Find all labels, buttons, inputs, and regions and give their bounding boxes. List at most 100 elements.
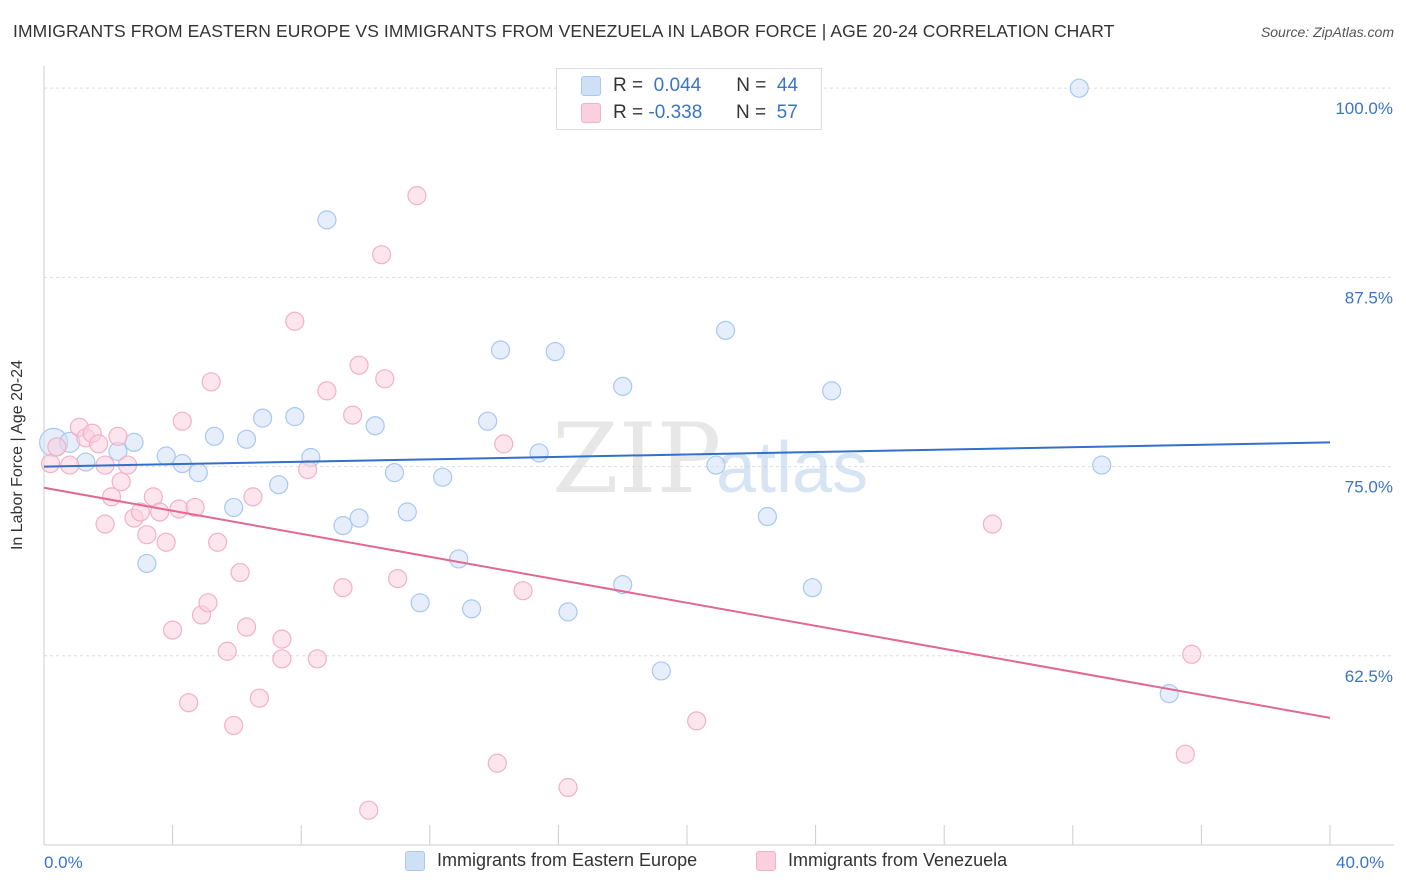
legend-swatch-eastern-europe [405,850,425,871]
axes [43,66,1394,846]
point-eastern-europe [236,429,257,449]
point-venezuela [137,525,157,545]
y-tick-label: 75.0% [1345,478,1393,497]
point-venezuela [172,411,192,431]
point-venezuela [95,514,115,534]
point-venezuela [298,460,318,480]
point-venezuela [272,629,292,649]
point-eastern-europe [715,320,736,340]
gridlines [44,87,1394,657]
point-venezuela [89,434,109,454]
series-eastern-europe-points [39,78,1179,704]
series-venezuela-points [40,186,1202,820]
watermark-atlas: atlas [716,428,868,508]
point-venezuela [243,487,263,507]
point-venezuela [217,641,237,661]
point-eastern-europe [1069,78,1089,98]
point-eastern-europe [253,408,273,428]
point-eastern-europe [490,340,511,360]
point-venezuela [349,355,369,375]
point-venezuela [47,437,67,457]
y-tick-label: 87.5% [1345,288,1393,307]
point-venezuela [224,715,244,736]
point-eastern-europe [333,516,353,536]
point-venezuela [201,372,221,392]
r-label: R = [613,75,644,96]
point-eastern-europe [124,432,144,452]
n-label: N = [735,102,767,123]
trend-line-eastern-europe [43,441,1331,468]
legend-item-venezuela: Immigrants from Venezuela [756,850,1007,871]
watermark-zip: ZIP [552,403,721,515]
point-eastern-europe [410,593,430,613]
legend-label: Immigrants from Eastern Europe [437,850,698,870]
point-eastern-europe [156,446,176,466]
point-venezuela [130,502,151,522]
legend-swatch-eastern-europe [581,76,601,96]
point-eastern-europe [224,497,244,518]
n-value: 44 [776,75,799,96]
point-venezuela [343,405,363,425]
point-eastern-europe [1092,455,1112,475]
legend-swatch-venezuela [581,103,601,123]
point-eastern-europe [449,549,469,569]
point-eastern-europe [349,508,369,528]
point-venezuela [198,593,218,613]
point-venezuela [150,502,170,522]
point-venezuela [249,688,270,708]
point-eastern-europe [613,575,633,595]
point-venezuela [108,426,128,446]
legend-item-eastern-europe: Immigrants from Eastern Europe [405,850,697,871]
point-eastern-europe [545,341,565,362]
point-venezuela [407,186,427,206]
y-tick-labels: 62.5% 75.0% 87.5% 100.0% [1335,99,1393,686]
point-eastern-europe [433,467,453,487]
point-venezuela [111,472,131,492]
point-venezuela [285,311,305,331]
r-label: R = [613,102,644,123]
trend-line-venezuela [43,486,1331,719]
n-value: 57 [776,102,798,123]
point-eastern-europe [757,506,777,527]
point-venezuela [307,649,327,669]
legend-swatch-venezuela [756,850,776,871]
point-venezuela [494,434,514,454]
point-venezuela [40,453,61,474]
point-venezuela [169,499,189,519]
point-eastern-europe [317,210,337,230]
point-venezuela [982,514,1003,534]
point-venezuela [487,753,507,773]
point-venezuela [513,581,533,601]
point-venezuela [558,777,578,798]
point-venezuela [371,245,392,265]
point-eastern-europe [478,411,498,431]
point-eastern-europe [188,463,208,483]
point-eastern-europe [706,455,726,475]
point-eastern-europe [651,661,671,681]
point-venezuela [687,711,707,731]
point-venezuela [272,649,292,669]
legend-row-eastern-europe: R = 0.044 N = 44 [581,74,798,98]
point-venezuela [236,617,257,637]
point-eastern-europe [397,502,417,522]
point-venezuela [375,369,395,389]
chart-title: IMMIGRANTS FROM EASTERN EUROPE VS IMMIGR… [13,21,1115,41]
trend-lines [43,441,1331,719]
point-eastern-europe [529,443,549,463]
point-venezuela [156,532,176,552]
y-tick-label: 62.5% [1345,667,1393,686]
y-axis-label: In Labor Force | Age 20-24 [9,359,26,551]
y-tick-label: 100.0% [1335,99,1393,118]
correlation-legend: R = 0.044 N = 44 R = -0.338 N = 57 [556,68,822,130]
point-venezuela [317,381,337,401]
point-eastern-europe [137,553,157,574]
point-eastern-europe [802,578,822,598]
point-venezuela [179,693,199,713]
point-venezuela [185,497,205,518]
point-venezuela [1182,644,1202,664]
point-eastern-europe [613,376,633,396]
point-eastern-europe [822,381,842,401]
point-eastern-europe [384,463,405,483]
